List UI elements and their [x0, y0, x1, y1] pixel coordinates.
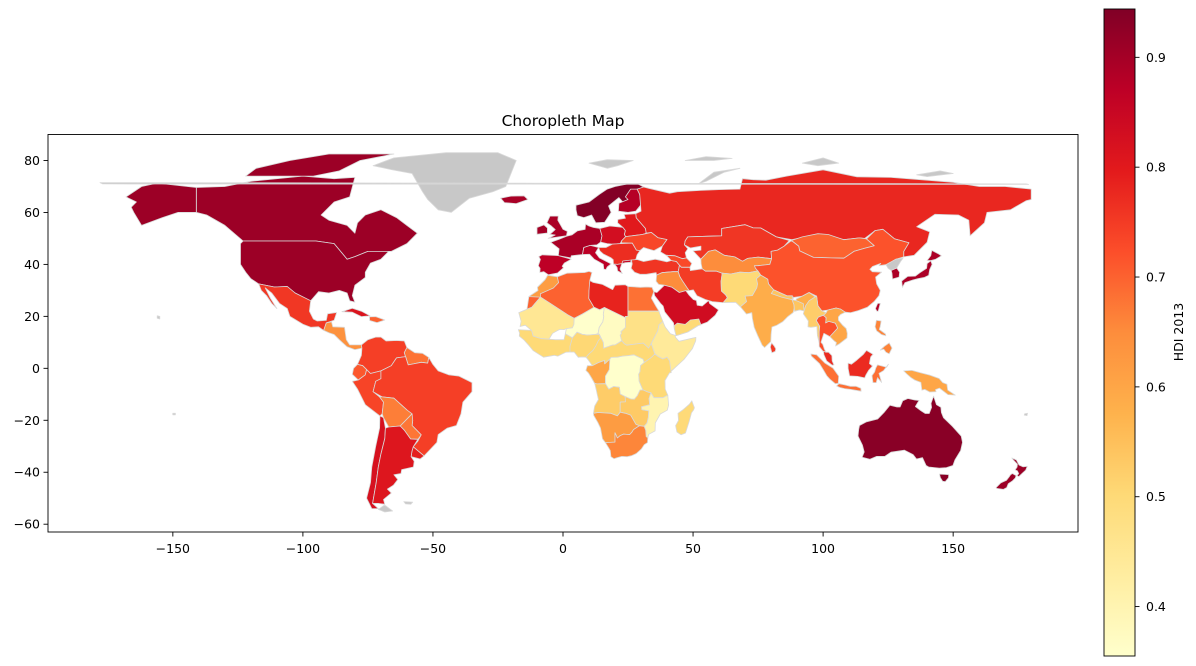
region-central-america	[323, 321, 363, 351]
region-new-zealand-north	[1011, 457, 1028, 478]
region-borneo	[847, 349, 874, 379]
y-tick-label: −60	[14, 517, 40, 532]
region-north-korea	[885, 257, 904, 271]
region-iberia	[537, 254, 572, 276]
region-tierra-del-fuego	[377, 504, 394, 513]
region-falklands	[403, 501, 414, 505]
y-tick-label: −40	[14, 465, 40, 480]
region-italy	[582, 244, 612, 271]
region-greece	[613, 259, 632, 274]
region-mindanao	[879, 342, 893, 355]
region-hispaniola	[369, 316, 386, 324]
region-egypt	[627, 286, 660, 312]
colorbar-label: HDI 2013	[1171, 303, 1186, 362]
colorbar-gradient	[1104, 9, 1135, 656]
region-malaysia-peninsula	[823, 350, 835, 366]
region-east-africa	[638, 353, 672, 399]
region-severnaya-zemlya	[801, 157, 840, 167]
region-hokkaido	[926, 249, 942, 261]
region-philippines	[874, 319, 887, 337]
x-tick-label: 0	[559, 541, 567, 556]
x-tick-label: 100	[811, 541, 835, 556]
colorbar-tick-label: 0.5	[1146, 489, 1166, 504]
region-canadian-arctic	[245, 153, 395, 177]
x-tick-label: 150	[941, 541, 965, 556]
x-tick-label: −100	[286, 541, 320, 556]
region-guianas	[403, 347, 430, 366]
region-wrangel	[99, 182, 1029, 185]
y-tick-label: 20	[24, 309, 40, 324]
region-taiwan	[875, 302, 881, 312]
region-sri-lanka	[769, 342, 777, 354]
y-tick-label: −20	[14, 413, 40, 428]
region-russia	[635, 169, 1032, 260]
region-novaya-zemlya	[697, 167, 741, 185]
colorbar-tick-label: 0.4	[1146, 599, 1166, 614]
colorbar-tick-label: 0.9	[1146, 50, 1166, 65]
region-nigeria	[569, 331, 601, 358]
region-gabon-congo	[585, 358, 611, 385]
region-sahel-west	[518, 296, 575, 340]
x-tick-label: 50	[685, 541, 701, 556]
region-madagascar	[675, 400, 695, 436]
region-sulawesi	[871, 363, 889, 384]
chart-title: Choropleth Map	[502, 112, 625, 130]
region-new-siberian-islands	[916, 170, 954, 178]
colorbar: 0.4 0.5 0.6 0.7 0.8 0.9 HDI 2013	[1103, 8, 1186, 657]
region-new-guinea	[903, 369, 956, 396]
x-tick-label: −50	[420, 541, 446, 556]
region-india	[740, 274, 816, 348]
map-layer	[99, 152, 1032, 513]
region-australia	[857, 395, 963, 469]
region-south-africa	[605, 425, 649, 460]
colorbar-tick-label: 0.8	[1146, 160, 1166, 175]
region-cuba	[341, 307, 371, 318]
region-ireland	[536, 224, 548, 235]
region-arabian-peninsula	[653, 284, 719, 337]
region-indochina	[823, 307, 848, 347]
region-argentina	[372, 425, 419, 505]
region-pacific-speck	[172, 412, 176, 416]
region-sumatra	[810, 353, 840, 385]
x-tick-label: −150	[156, 541, 190, 556]
y-axis: −60 −40 −20 0 20 40 60 80	[14, 153, 48, 532]
region-korea-japan	[901, 260, 933, 288]
region-new-zealand-south	[995, 473, 1017, 490]
region-nepal-bangladesh	[770, 289, 805, 312]
region-fiji	[1023, 412, 1028, 417]
y-tick-label: 80	[24, 153, 40, 168]
region-iraq-syria	[655, 271, 690, 293]
region-java	[836, 383, 862, 392]
region-yemen	[673, 318, 702, 337]
region-alaska	[125, 182, 197, 226]
y-tick-label: 0	[32, 361, 40, 376]
region-iceland	[500, 195, 529, 205]
y-tick-label: 60	[24, 205, 40, 220]
region-svalbard	[588, 159, 634, 169]
region-franz-josef-land	[684, 156, 733, 161]
colorbar-ticks: 0.4 0.5 0.6 0.7 0.8 0.9	[1135, 50, 1166, 614]
colorbar-tick-label: 0.6	[1146, 379, 1166, 394]
region-british-isles	[546, 215, 568, 239]
x-axis: −150 −100 −50 0 50 100 150	[156, 532, 965, 556]
colorbar-tick-label: 0.7	[1146, 270, 1166, 285]
region-tasmania	[939, 473, 950, 483]
colorbar-frame	[1103, 8, 1136, 657]
region-hawaii	[156, 315, 161, 320]
y-tick-label: 40	[24, 257, 40, 272]
region-greenland	[372, 152, 517, 213]
region-morocco	[528, 274, 559, 298]
